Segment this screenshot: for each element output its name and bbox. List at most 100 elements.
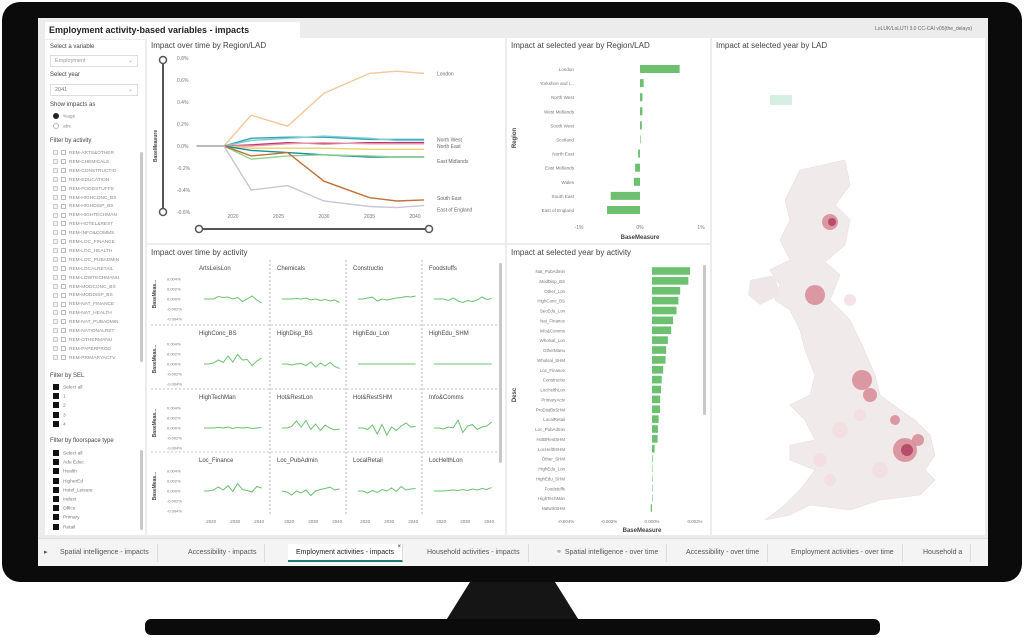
bar[interactable] <box>652 286 681 295</box>
checkbox[interactable] <box>61 354 66 360</box>
sparkline[interactable] <box>282 419 340 432</box>
bar[interactable] <box>652 484 653 493</box>
bar[interactable] <box>652 435 658 443</box>
map-lad-region[interactable] <box>852 370 872 390</box>
checkbox[interactable] <box>61 337 66 343</box>
sel_items-item[interactable]: 4 <box>53 420 66 429</box>
map-lad-region[interactable] <box>844 294 856 306</box>
variable-dropdown[interactable]: Employment ⌄ <box>50 55 138 67</box>
lad-map[interactable] <box>712 38 985 535</box>
activity-filter-item[interactable]: REM-NATIONALRET <box>53 328 114 336</box>
tab-spatial-intelligence-over-time[interactable]: ⚭ Spatial intelligence - over time <box>548 544 668 562</box>
bar[interactable] <box>607 206 640 214</box>
expand-icon[interactable] <box>53 354 58 360</box>
expand-icon[interactable] <box>53 257 58 263</box>
bar[interactable] <box>652 444 655 453</box>
activity-filter-item[interactable]: REM-PRIMARYACTV <box>53 354 115 363</box>
activity-filter-item[interactable]: REM-CHEMICALS <box>53 159 109 167</box>
sparkline[interactable] <box>434 487 492 492</box>
expand-icon[interactable] <box>53 248 58 254</box>
expand-icon[interactable] <box>53 212 58 218</box>
bar[interactable] <box>652 326 672 335</box>
floor_items-item[interactable]: Adu Educ <box>53 459 84 467</box>
activity-filter-item[interactable]: REM-FOODSTUFFS <box>53 185 114 194</box>
map-lad-region[interactable] <box>863 388 877 402</box>
series-line[interactable] <box>196 70 425 147</box>
bar[interactable] <box>640 93 643 102</box>
map-lad-region[interactable] <box>824 474 836 486</box>
checkbox[interactable] <box>61 346 66 352</box>
bar[interactable] <box>652 356 666 364</box>
activity-scrollbar[interactable] <box>140 152 143 362</box>
expand-icon[interactable] <box>53 319 58 325</box>
checkbox-checked[interactable] <box>53 477 59 484</box>
sparkline[interactable] <box>282 297 340 303</box>
series-line[interactable] <box>196 135 425 147</box>
checkbox-checked[interactable] <box>53 468 59 475</box>
bar[interactable] <box>652 375 662 384</box>
expand-icon[interactable] <box>53 301 58 307</box>
sparkline[interactable] <box>434 296 492 304</box>
slider-handle[interactable] <box>158 55 168 65</box>
expand-icon[interactable] <box>53 159 58 165</box>
bar[interactable] <box>652 267 691 275</box>
checkbox-checked[interactable] <box>53 496 59 502</box>
checkbox[interactable] <box>61 230 66 236</box>
tab-household-activities-impacts[interactable]: Household activities - impacts <box>419 544 529 562</box>
map-lad-region[interactable] <box>805 285 825 305</box>
map-northern-ireland[interactable] <box>748 275 780 305</box>
close-tab-icon[interactable]: × <box>397 544 402 550</box>
checkbox-checked[interactable] <box>53 402 59 409</box>
expand-icon[interactable] <box>53 221 58 227</box>
sparkline[interactable] <box>204 353 262 367</box>
expand-icon[interactable] <box>53 150 58 156</box>
activity-filter-item[interactable]: REM-ARTS&OTHER <box>53 150 114 158</box>
expand-icon[interactable] <box>53 292 58 298</box>
expand-icon[interactable] <box>53 194 58 200</box>
sparkline[interactable] <box>204 426 262 430</box>
bar[interactable] <box>652 316 674 325</box>
floor_items-item[interactable]: Retail <box>53 523 75 532</box>
bar[interactable] <box>652 306 677 315</box>
sparkline[interactable] <box>358 485 416 494</box>
sel_items-item[interactable]: 1 <box>53 393 66 401</box>
checkbox-checked[interactable] <box>53 450 59 456</box>
checkbox[interactable] <box>61 185 66 191</box>
checkbox-checked[interactable] <box>53 411 59 418</box>
map-great-britain[interactable] <box>764 159 936 521</box>
floor_items-item[interactable]: Health <box>53 468 77 476</box>
bar[interactable] <box>652 365 664 374</box>
checkbox-checked[interactable] <box>53 384 59 390</box>
bar[interactable] <box>633 177 640 186</box>
activity-filter-item[interactable]: REM-LOC_FINANCE <box>53 239 115 247</box>
bar[interactable] <box>652 277 689 285</box>
bar[interactable] <box>610 191 640 200</box>
series-line[interactable] <box>196 145 425 202</box>
expand-icon[interactable] <box>53 239 58 245</box>
checkbox[interactable] <box>61 194 66 200</box>
floor_items-item[interactable]: HigherEd <box>53 477 83 486</box>
checkbox[interactable] <box>61 212 66 218</box>
checkbox[interactable] <box>61 168 66 174</box>
map-lad-region[interactable] <box>912 434 924 446</box>
activity-chart-scrollbar[interactable] <box>703 265 706 415</box>
sparkline[interactable] <box>358 295 416 302</box>
map-lad-region[interactable] <box>813 453 827 467</box>
floor_items-item[interactable]: Hotel_Leisure <box>53 486 93 495</box>
bar[interactable] <box>635 163 640 172</box>
bar[interactable] <box>652 385 662 394</box>
activity-filter-item[interactable]: REM-NAT_FINANCE <box>53 301 114 309</box>
tab-employment-activities-over-time[interactable]: Employment activities - over time <box>783 544 903 562</box>
bar[interactable] <box>640 65 680 73</box>
map-lad-region[interactable] <box>901 444 913 456</box>
sparkline[interactable] <box>282 361 340 369</box>
checkbox-checked[interactable] <box>53 420 59 427</box>
bar[interactable] <box>652 474 653 483</box>
expand-icon[interactable] <box>53 274 58 280</box>
activity-filter-item[interactable]: REM-LOC_HEALTH <box>53 248 112 256</box>
bar[interactable] <box>652 494 653 502</box>
checkbox[interactable] <box>61 257 66 263</box>
bar[interactable] <box>640 79 644 88</box>
checkbox[interactable] <box>61 203 66 209</box>
map-lad-region[interactable] <box>890 415 900 425</box>
